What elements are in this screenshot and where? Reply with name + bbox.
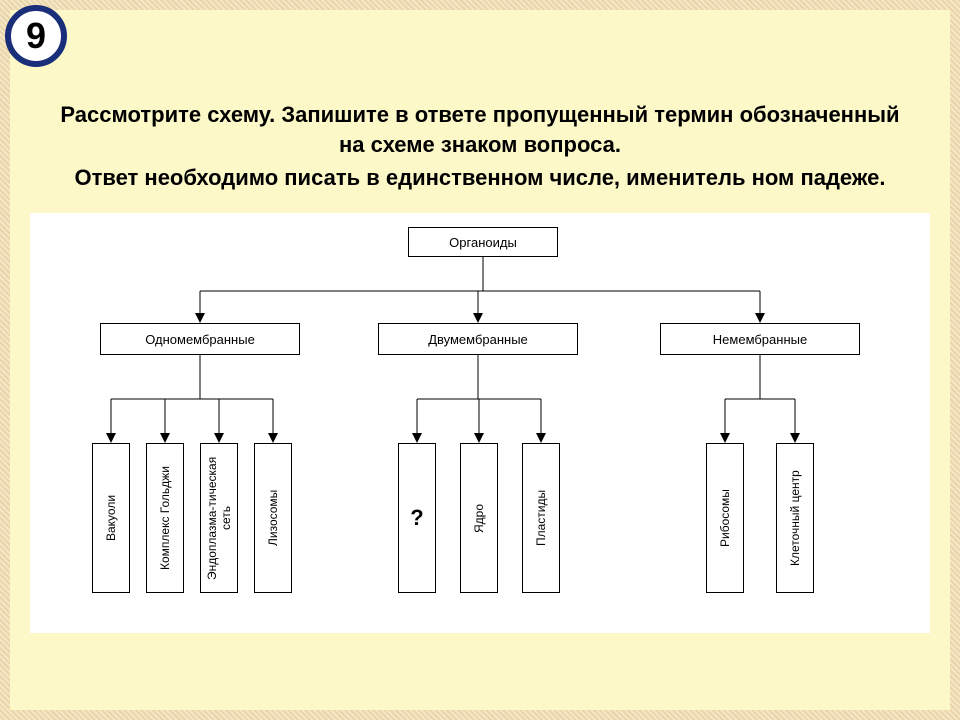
root-node: Органоиды xyxy=(408,227,558,257)
diagram-area: Органоиды Одномембранные Двумембранные Неме… xyxy=(30,213,930,633)
mid-node-2: Немембранные xyxy=(660,323,860,355)
leaf-node-7: Рибосомы xyxy=(706,443,744,593)
leaf-node-0: Вакуоли xyxy=(92,443,130,593)
outer-frame: 9 Рассмотрите схему. Запишите в ответе п… xyxy=(0,0,960,720)
leaf-node-6: Пластиды xyxy=(522,443,560,593)
inner-panel: 9 Рассмотрите схему. Запишите в ответе п… xyxy=(10,10,950,710)
instruction-line-1: Рассмотрите схему. Запишите в ответе про… xyxy=(60,100,900,159)
badge-number: 9 xyxy=(26,15,46,57)
instruction-text: Рассмотрите схему. Запишите в ответе про… xyxy=(10,100,950,193)
leaf-node-8: Клеточный центр xyxy=(776,443,814,593)
leaf-node-1: Комплекс Гольджи xyxy=(146,443,184,593)
leaf-node-3: Лизосомы xyxy=(254,443,292,593)
instruction-line-2: Ответ необходимо писать в единственном ч… xyxy=(60,163,900,193)
leaf-node-5: Ядро xyxy=(460,443,498,593)
mid-node-1: Двумембранные xyxy=(378,323,578,355)
question-number-badge: 9 xyxy=(5,5,67,67)
mid-node-0: Одномембранные xyxy=(100,323,300,355)
leaf-node-4: ? xyxy=(398,443,436,593)
leaf-node-2: Эндоплазма-тическая сеть xyxy=(200,443,238,593)
